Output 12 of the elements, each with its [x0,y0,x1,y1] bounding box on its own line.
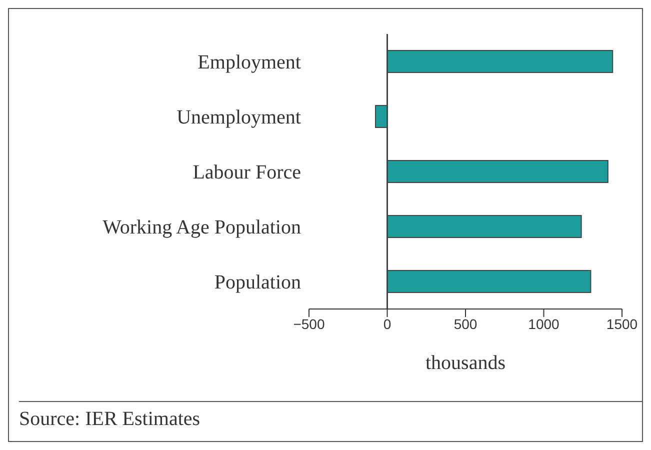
y-tick-label: Working Age Population [102,216,301,239]
y-tick-label: Unemployment [176,106,302,129]
source-note: Source: IER Estimates [19,401,642,431]
x-tick-label: 1000 [528,316,560,332]
y-tick-label: Employment [198,52,302,74]
x-tick-label: 1500 [606,316,638,332]
x-axis-title: thousands [426,352,506,374]
y-tick-label: Labour Force [192,162,302,184]
x-tick-label: 500 [454,316,478,332]
x-tick-label: −500 [293,316,325,332]
x-tick-label: 0 [383,316,392,332]
y-tick-label: Population [214,272,301,294]
